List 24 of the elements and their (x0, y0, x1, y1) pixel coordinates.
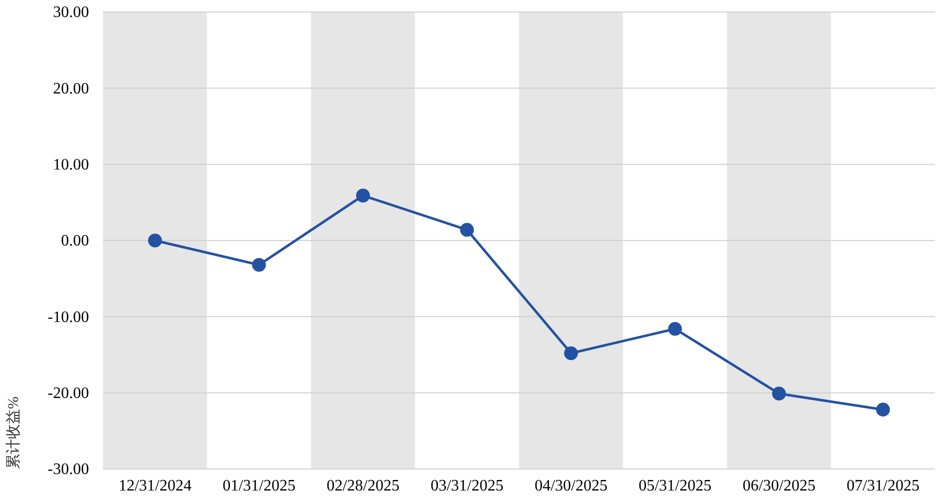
point (564, 346, 578, 360)
x-tick-label: 07/31/2025 (846, 477, 920, 494)
y-tick-label: 20.00 (53, 80, 89, 98)
point (668, 322, 682, 336)
y-tick-label: 10.00 (53, 156, 89, 174)
point (876, 402, 890, 416)
y-tick-label: 30.00 (53, 4, 89, 22)
x-tick-label: 03/31/2025 (430, 477, 504, 494)
x-tick-label: 01/31/2025 (222, 477, 296, 494)
y-tick-label: -10.00 (48, 308, 89, 326)
x-tick-label: 04/30/2025 (534, 477, 608, 494)
y-tick-label: 0.00 (61, 232, 89, 250)
point (252, 258, 266, 272)
y-tick-label: -30.00 (48, 461, 89, 478)
point (356, 188, 370, 202)
x-tick-label: 12/31/2024 (118, 477, 192, 494)
point (460, 222, 474, 237)
x-tick-label: 06/30/2025 (742, 477, 816, 494)
x-tick-label: 05/31/2025 (638, 477, 712, 494)
point (772, 386, 786, 400)
y-axis-title: 累计收益% (5, 396, 22, 469)
point (148, 234, 162, 248)
x-tick-label: 02/28/2025 (326, 477, 400, 494)
y-tick-label: -20.00 (48, 384, 89, 402)
